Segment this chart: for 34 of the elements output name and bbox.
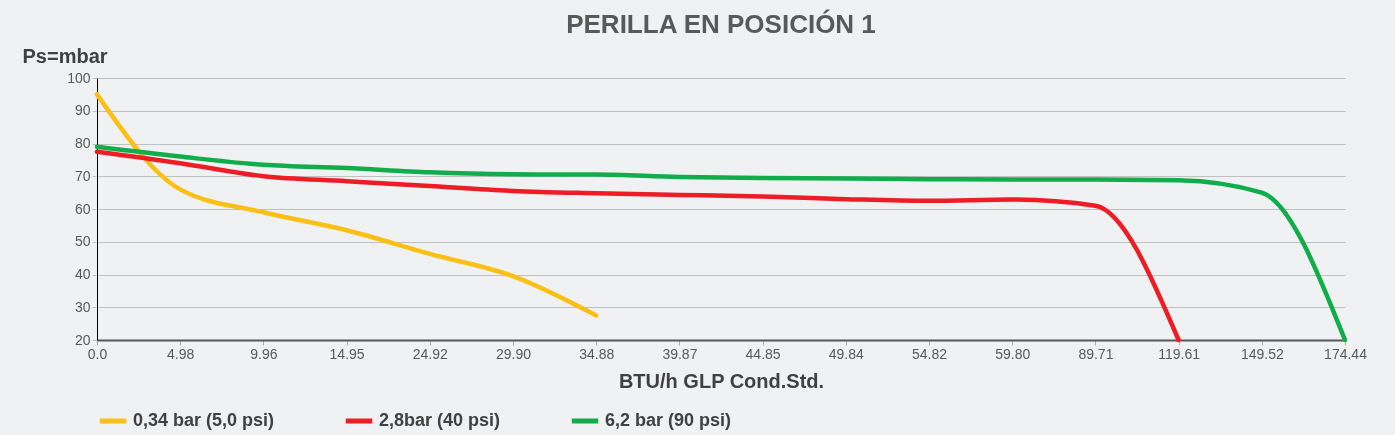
y-tick-label: 50	[74, 233, 91, 250]
x-tick-label: 4.98	[167, 345, 195, 362]
x-tick-label: 59.80	[995, 345, 1031, 362]
legend-label: 2,8bar (40 psi)	[379, 410, 501, 430]
y-tick-label: 60	[74, 200, 91, 217]
x-tick-label: 119.61	[1158, 345, 1201, 362]
x-tick-label: 34.88	[579, 345, 615, 362]
x-tick-label: 49.84	[828, 345, 865, 362]
y-tick-label: 90	[74, 102, 91, 119]
line-series	[94, 144, 1348, 343]
legend-label: 0,34 bar (5,0 psi)	[133, 410, 275, 430]
x-tick-label: 174.44	[1324, 345, 1368, 362]
y-tick-label: 40	[74, 266, 91, 282]
x-tick-label: 149.52	[1240, 345, 1284, 362]
y-tick-label: 100	[67, 69, 91, 86]
x-tick-label: 0.0	[87, 345, 108, 362]
y-tick-label: 80	[74, 135, 91, 151]
x-tick-label: 14.95	[329, 345, 365, 362]
x-tick-label: 9.96	[250, 345, 278, 362]
x-tick-label: 24.92	[412, 345, 449, 362]
x-axis-title: BTU/h GLP Cond.Std.	[618, 369, 825, 392]
line-series	[94, 149, 1181, 343]
x-tick-label: 29.90	[495, 345, 532, 362]
legend-label: 6,2 bar (90 psi)	[605, 410, 732, 430]
y-tick-label: 20	[74, 331, 91, 348]
y-axis-title: Ps=mbar	[22, 44, 108, 67]
x-tick-label: 54.82	[911, 345, 948, 362]
x-tick-label: 39.87	[662, 345, 698, 362]
line-series	[94, 92, 599, 318]
y-tick-label: 30	[74, 298, 91, 315]
x-tick-label: 44.85	[745, 345, 781, 362]
x-tick-label: 89.71	[1078, 345, 1114, 362]
y-tick-label: 70	[74, 167, 91, 184]
chart-title: PERILLA EN POSICIÓN 1	[566, 9, 876, 39]
